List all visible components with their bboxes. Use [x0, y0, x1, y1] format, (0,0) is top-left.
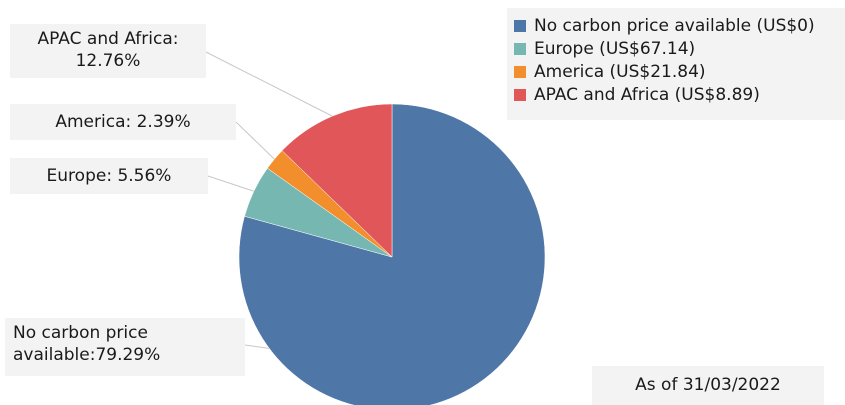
legend-item-america: America (US$21.84) — [514, 61, 845, 82]
legend-swatch — [514, 19, 526, 32]
legend-item-apac: APAC and Africa (US$8.89) — [514, 84, 845, 105]
data-label-america: America: 2.39% — [10, 104, 236, 140]
legend-item-europe: Europe (US$67.14) — [514, 38, 845, 59]
legend: No carbon price available (US$0) Europe … — [507, 8, 845, 120]
legend-swatch — [514, 65, 526, 78]
as-of-date: As of 31/03/2022 — [592, 366, 824, 405]
data-label-america-text: America: 2.39% — [55, 112, 191, 132]
data-label-europe-text: Europe: 5.56% — [46, 166, 172, 186]
legend-label: No carbon price available (US$0) — [534, 15, 815, 36]
legend-item-no-carbon: No carbon price available (US$0) — [514, 15, 845, 36]
pie-slice-0 — [238, 103, 546, 405]
leader-line-apac — [205, 51, 333, 117]
as-of-date-text: As of 31/03/2022 — [635, 375, 781, 395]
data-label-europe: Europe: 5.56% — [10, 158, 208, 194]
legend-label: America (US$21.84) — [534, 61, 706, 82]
legend-label: Europe (US$67.14) — [534, 38, 696, 59]
pie-slice-3 — [281, 103, 393, 258]
data-label-no-carbon: No carbon price available:79.29% — [5, 318, 245, 376]
pie-slices — [238, 103, 546, 405]
data-label-no-carbon-text: No carbon price available:79.29% — [13, 323, 161, 365]
data-label-apac: APAC and Africa: 12.76% — [10, 24, 206, 78]
legend-swatch — [514, 42, 526, 55]
data-label-apac-text: APAC and Africa: 12.76% — [37, 29, 179, 71]
leader-line-america — [235, 121, 275, 160]
leader-line-europe — [207, 175, 255, 192]
legend-swatch — [514, 88, 526, 101]
legend-label: APAC and Africa (US$8.89) — [534, 84, 760, 105]
